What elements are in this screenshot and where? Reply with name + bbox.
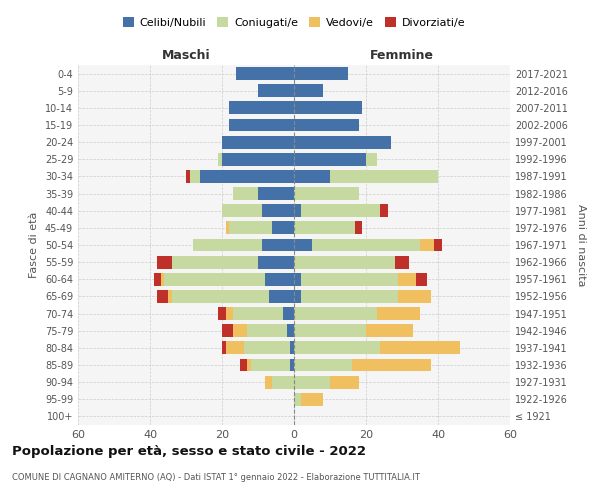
Bar bbox=[222, 342, 226, 354]
Bar bbox=[229, 102, 294, 114]
Bar bbox=[294, 84, 323, 97]
Bar bbox=[258, 187, 294, 200]
Bar bbox=[398, 290, 431, 303]
Bar bbox=[301, 273, 398, 285]
Bar bbox=[294, 256, 395, 268]
Bar bbox=[258, 84, 294, 97]
Bar bbox=[272, 222, 294, 234]
Bar bbox=[283, 307, 294, 320]
Bar bbox=[247, 324, 287, 337]
Bar bbox=[240, 358, 247, 372]
Bar bbox=[294, 102, 362, 114]
Bar bbox=[186, 170, 190, 183]
Bar bbox=[294, 290, 301, 303]
Bar bbox=[294, 376, 330, 388]
Bar bbox=[301, 393, 323, 406]
Bar bbox=[168, 290, 172, 303]
Bar bbox=[330, 376, 359, 388]
Bar bbox=[395, 256, 409, 268]
Bar bbox=[218, 307, 226, 320]
Bar bbox=[244, 342, 290, 354]
Bar bbox=[416, 273, 427, 285]
Text: Femmine: Femmine bbox=[370, 48, 434, 62]
Bar bbox=[222, 324, 233, 337]
Bar bbox=[294, 273, 301, 285]
Bar bbox=[233, 307, 283, 320]
Text: Popolazione per età, sesso e stato civile - 2022: Popolazione per età, sesso e stato civil… bbox=[12, 445, 366, 458]
Bar bbox=[226, 222, 229, 234]
Bar bbox=[290, 342, 294, 354]
Bar bbox=[380, 204, 388, 217]
Bar bbox=[355, 222, 362, 234]
Bar bbox=[312, 238, 420, 252]
Bar bbox=[294, 153, 366, 166]
Bar bbox=[398, 273, 416, 285]
Bar bbox=[301, 290, 398, 303]
Bar bbox=[251, 358, 290, 372]
Y-axis label: Fasce di età: Fasce di età bbox=[29, 212, 39, 278]
Text: Maschi: Maschi bbox=[161, 48, 211, 62]
Bar bbox=[294, 136, 391, 148]
Bar bbox=[157, 290, 168, 303]
Bar bbox=[262, 204, 294, 217]
Bar bbox=[366, 324, 413, 337]
Bar bbox=[294, 342, 380, 354]
Bar bbox=[330, 170, 438, 183]
Bar bbox=[294, 170, 330, 183]
Bar bbox=[287, 324, 294, 337]
Bar bbox=[172, 290, 269, 303]
Bar bbox=[229, 118, 294, 132]
Bar bbox=[301, 204, 380, 217]
Bar bbox=[269, 290, 294, 303]
Bar bbox=[294, 307, 377, 320]
Bar bbox=[172, 256, 258, 268]
Bar bbox=[380, 342, 460, 354]
Bar bbox=[226, 342, 244, 354]
Bar bbox=[218, 153, 222, 166]
Bar bbox=[366, 153, 377, 166]
Bar bbox=[434, 238, 442, 252]
Bar bbox=[190, 170, 200, 183]
Bar bbox=[258, 256, 294, 268]
Bar bbox=[164, 273, 265, 285]
Bar bbox=[272, 376, 294, 388]
Bar bbox=[294, 358, 352, 372]
Bar bbox=[222, 136, 294, 148]
Bar bbox=[377, 307, 420, 320]
Bar bbox=[229, 222, 272, 234]
Bar bbox=[294, 204, 301, 217]
Bar bbox=[233, 187, 258, 200]
Bar bbox=[294, 118, 359, 132]
Bar bbox=[420, 238, 434, 252]
Text: COMUNE DI CAGNANO AMITERNO (AQ) - Dati ISTAT 1° gennaio 2022 - Elaborazione TUTT: COMUNE DI CAGNANO AMITERNO (AQ) - Dati I… bbox=[12, 472, 420, 482]
Bar bbox=[222, 153, 294, 166]
Bar bbox=[265, 376, 272, 388]
Bar bbox=[161, 273, 164, 285]
Bar bbox=[294, 222, 355, 234]
Bar bbox=[233, 324, 247, 337]
Bar bbox=[222, 204, 262, 217]
Bar bbox=[294, 67, 348, 80]
Bar bbox=[247, 358, 251, 372]
Bar bbox=[226, 307, 233, 320]
Bar bbox=[290, 358, 294, 372]
Bar bbox=[193, 238, 262, 252]
Bar bbox=[236, 67, 294, 80]
Bar bbox=[294, 393, 301, 406]
Bar bbox=[265, 273, 294, 285]
Bar bbox=[262, 238, 294, 252]
Bar bbox=[294, 238, 312, 252]
Y-axis label: Anni di nascita: Anni di nascita bbox=[576, 204, 586, 286]
Bar bbox=[200, 170, 294, 183]
Bar bbox=[154, 273, 161, 285]
Bar bbox=[294, 187, 359, 200]
Bar bbox=[352, 358, 431, 372]
Bar bbox=[157, 256, 172, 268]
Bar bbox=[294, 324, 366, 337]
Legend: Celibi/Nubili, Coniugati/e, Vedovi/e, Divorziati/e: Celibi/Nubili, Coniugati/e, Vedovi/e, Di… bbox=[118, 13, 470, 32]
